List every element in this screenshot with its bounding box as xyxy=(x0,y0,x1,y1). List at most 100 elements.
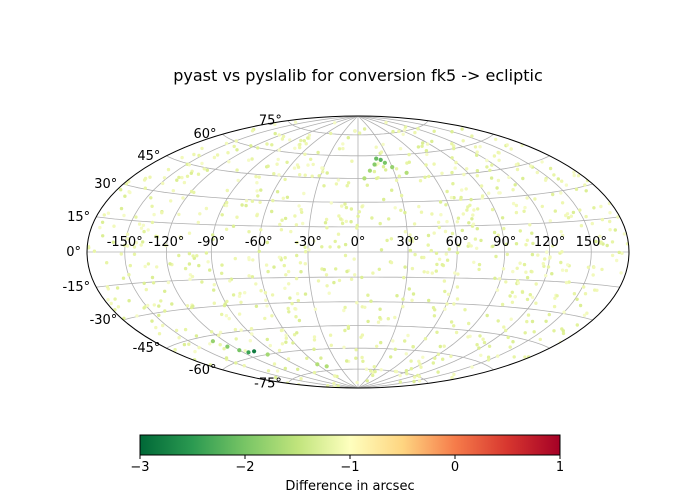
data-point xyxy=(438,344,442,349)
data-point xyxy=(553,296,557,300)
data-point xyxy=(407,152,411,157)
data-point xyxy=(151,281,156,285)
data-point xyxy=(379,340,383,345)
data-point xyxy=(445,302,449,306)
data-point xyxy=(402,128,407,132)
data-point xyxy=(346,181,351,185)
data-point xyxy=(375,344,379,348)
data-point xyxy=(390,188,394,192)
y-tick-label: -30° xyxy=(90,313,118,328)
data-point xyxy=(212,155,217,160)
y-tick-label: 0° xyxy=(66,245,81,260)
data-point xyxy=(496,354,500,358)
data-point xyxy=(339,217,343,221)
data-point xyxy=(155,265,159,269)
data-point xyxy=(288,138,292,142)
data-point xyxy=(532,330,536,334)
data-point xyxy=(592,206,596,210)
data-point xyxy=(306,163,310,167)
data-point xyxy=(477,262,482,267)
data-point xyxy=(479,238,483,243)
data-point xyxy=(259,289,263,293)
data-point xyxy=(174,328,179,333)
x-tick-label: -90° xyxy=(197,235,225,250)
data-point xyxy=(583,292,588,296)
data-point xyxy=(462,172,466,177)
data-point xyxy=(250,157,254,161)
data-point xyxy=(304,142,308,146)
data-point xyxy=(615,258,619,263)
data-point xyxy=(407,160,411,164)
data-point xyxy=(496,233,500,237)
data-point xyxy=(307,248,311,252)
colorbar-tick-label: −1 xyxy=(340,460,359,475)
data-point xyxy=(205,168,209,172)
data-point xyxy=(250,129,255,133)
data-point xyxy=(525,196,529,200)
data-point xyxy=(564,183,569,187)
data-point xyxy=(403,230,408,234)
data-point xyxy=(119,252,124,256)
data-point xyxy=(272,362,277,366)
data-point xyxy=(303,245,307,249)
data-point xyxy=(508,294,512,298)
data-point xyxy=(592,265,596,270)
data-point xyxy=(559,260,563,265)
data-point xyxy=(529,269,533,274)
data-point xyxy=(393,315,397,320)
data-point xyxy=(495,288,500,292)
data-point xyxy=(299,138,303,143)
data-point xyxy=(132,245,137,249)
data-point xyxy=(435,330,439,334)
data-point xyxy=(493,276,497,280)
data-point xyxy=(610,240,615,244)
data-point xyxy=(332,280,336,285)
data-point xyxy=(122,316,126,320)
data-point xyxy=(171,189,175,193)
data-point xyxy=(200,280,204,284)
data-point xyxy=(220,312,224,317)
data-point xyxy=(343,253,348,258)
data-point xyxy=(417,374,422,379)
data-point xyxy=(316,279,321,283)
data-point xyxy=(502,226,506,231)
data-point xyxy=(530,295,535,299)
data-point xyxy=(187,163,191,167)
data-point xyxy=(426,243,430,247)
data-point xyxy=(421,355,425,359)
scatter-points xyxy=(87,120,629,388)
data-point xyxy=(180,155,184,160)
data-point xyxy=(419,365,423,369)
data-point xyxy=(436,220,441,224)
data-point xyxy=(152,212,156,217)
data-point xyxy=(511,269,515,274)
data-point xyxy=(498,191,502,195)
data-point xyxy=(610,253,615,258)
data-point xyxy=(371,271,375,275)
data-point xyxy=(243,349,247,353)
data-point xyxy=(608,219,612,224)
data-point xyxy=(530,231,534,235)
data-point xyxy=(369,299,373,303)
data-point xyxy=(293,120,298,124)
data-point xyxy=(408,248,413,253)
data-point xyxy=(584,189,588,193)
data-point xyxy=(202,167,206,171)
data-point xyxy=(257,249,261,254)
data-point xyxy=(324,217,329,222)
data-point xyxy=(349,207,354,211)
data-point xyxy=(341,146,345,151)
data-point xyxy=(319,356,323,360)
data-point xyxy=(485,158,489,163)
data-point xyxy=(234,139,238,143)
data-point xyxy=(343,242,348,247)
data-point xyxy=(148,175,152,179)
data-point xyxy=(391,129,395,134)
data-point xyxy=(181,196,185,200)
colorbar xyxy=(139,434,561,456)
data-point xyxy=(263,291,268,295)
data-point xyxy=(294,315,298,319)
data-point xyxy=(200,161,204,166)
data-point xyxy=(161,181,165,186)
data-point xyxy=(455,251,460,255)
